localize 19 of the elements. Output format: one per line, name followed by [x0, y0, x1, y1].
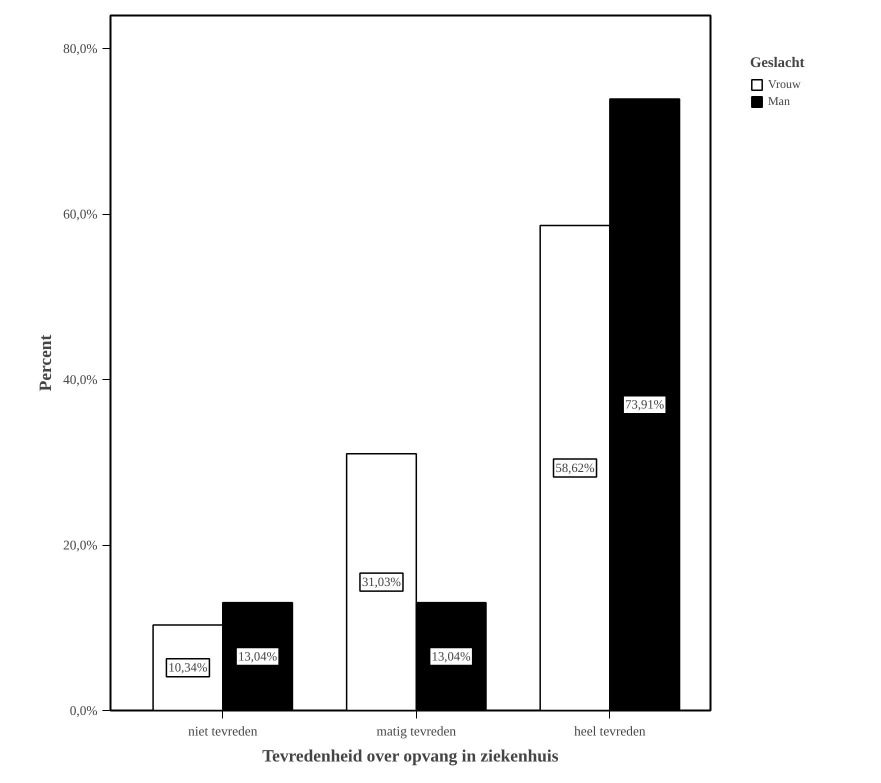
legend-label: Vrouw	[768, 77, 801, 92]
y-tick-label: 20,0%	[63, 538, 98, 553]
x-tick-label: matig tevreden	[376, 724, 456, 738]
y-tick-label: 0,0%	[70, 703, 98, 718]
x-tick-label: niet tevreden	[188, 724, 258, 738]
data-label: 13,04%	[238, 650, 278, 664]
y-axis-title: Percent	[36, 334, 56, 392]
data-label: 31,03%	[362, 575, 402, 590]
data-label: 73,91%	[625, 398, 665, 412]
x-axis-title: Tevredenheid over opvang in ziekenhuis	[262, 746, 559, 766]
legend-label: Man	[768, 94, 790, 109]
y-tick-label: 80,0%	[63, 41, 98, 56]
data-label: 13,04%	[432, 650, 472, 664]
legend-title: Geslacht	[750, 55, 805, 72]
data-label: 58,62%	[556, 460, 595, 475]
y-tick-label: 60,0%	[63, 206, 98, 222]
data-label: 10,34%	[168, 660, 208, 675]
y-tick-label: 40,0%	[63, 372, 98, 388]
x-tick-label: heel tevreden	[574, 724, 646, 738]
